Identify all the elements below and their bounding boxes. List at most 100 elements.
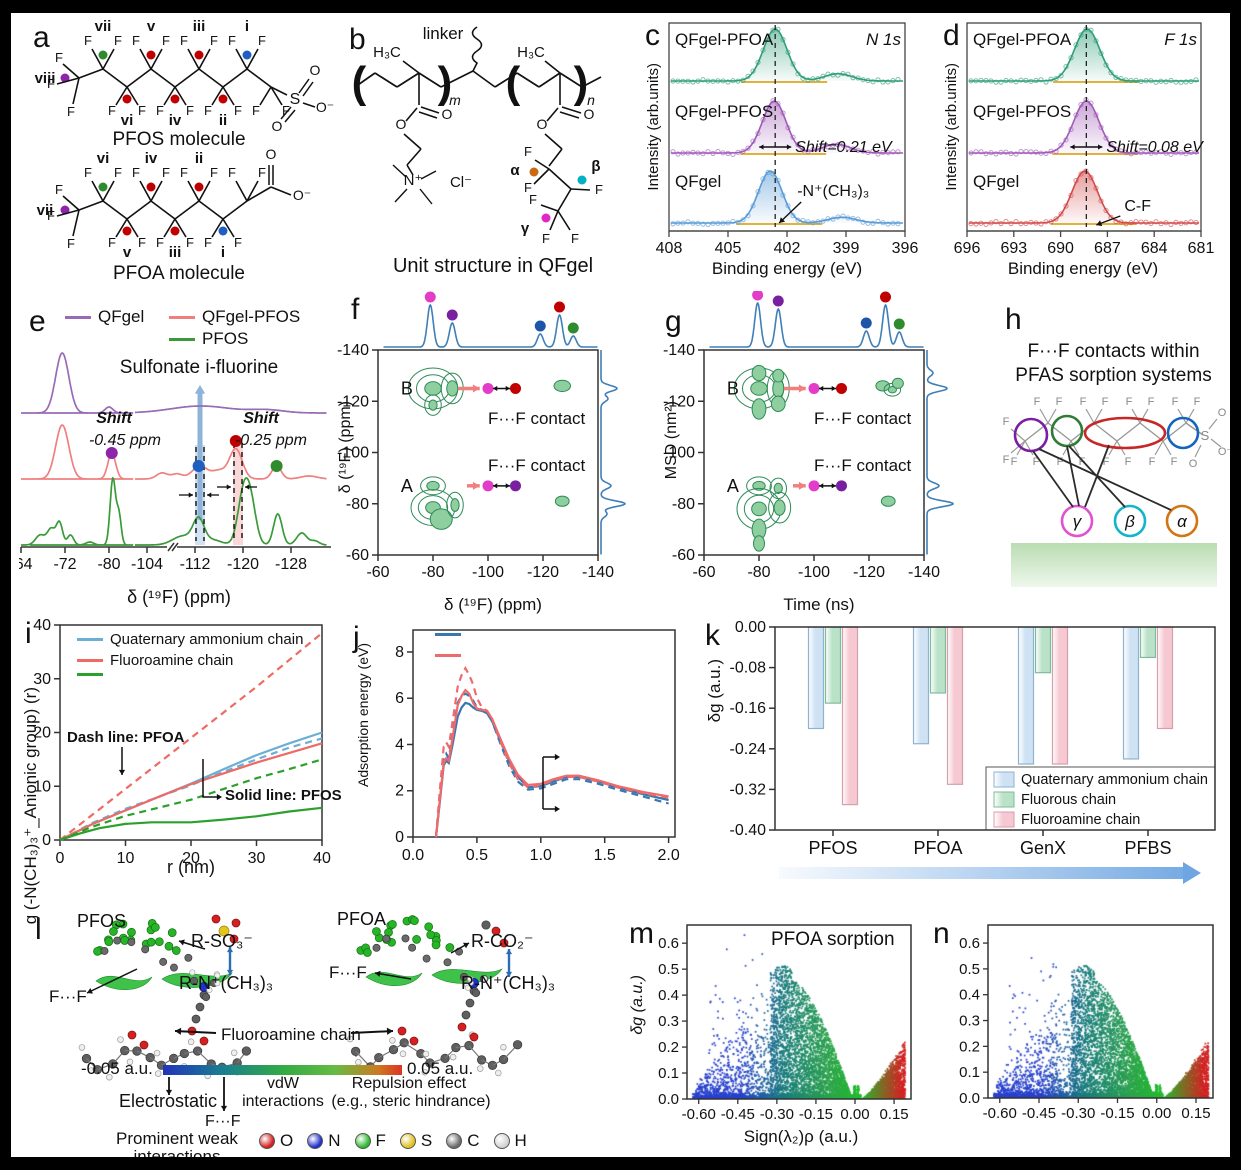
- svg-text:F: F: [47, 76, 55, 91]
- svg-text:-0.30: -0.30: [1061, 1105, 1095, 1122]
- svg-text:α: α: [510, 162, 520, 179]
- svg-text:β: β: [1124, 512, 1135, 531]
- svg-text:-80: -80: [747, 564, 770, 581]
- svg-text:F···F contact: F···F contact: [488, 456, 586, 475]
- svg-text:-0.15: -0.15: [1100, 1105, 1134, 1122]
- svg-text:0.15: 0.15: [879, 1106, 908, 1123]
- svg-text:-0.08: -0.08: [730, 660, 767, 677]
- svg-text:F: F: [282, 103, 290, 118]
- sulfonate-annotation: Sulfonate i-fluorine: [119, 357, 279, 378]
- svg-text:F: F: [234, 235, 242, 250]
- svg-text:F: F: [108, 103, 116, 118]
- svg-text:O: O: [396, 116, 407, 132]
- svg-text:-112: -112: [180, 556, 211, 573]
- l-colorbar-min: -0.05 a.u.: [81, 1059, 153, 1078]
- svg-text:F: F: [529, 192, 537, 207]
- svg-text:(: (: [352, 58, 367, 107]
- svg-text:A: A: [401, 476, 413, 496]
- panel-d: d Intensity (arb.units) QFgel-PFOA QFgel-…: [943, 13, 1230, 295]
- svg-text:F···F contact: F···F contact: [488, 409, 586, 428]
- e-xlabel: δ (¹⁹F) (ppm): [127, 587, 231, 607]
- svg-text:696: 696: [954, 240, 981, 257]
- svg-text:F: F: [132, 33, 140, 48]
- atom-legend-item: O: [259, 1131, 293, 1151]
- svg-text:0.4: 0.4: [959, 987, 980, 1004]
- pfos-caption: PFOS molecule: [112, 129, 246, 150]
- svg-text:-0.45 ppm: -0.45 ppm: [89, 432, 161, 449]
- h-title-line1: F···F contacts within: [1027, 341, 1200, 362]
- svg-text:-80: -80: [672, 496, 695, 513]
- svg-text:-140: -140: [582, 564, 614, 581]
- l-repulsion-line1: Repulsion effect: [351, 1075, 467, 1092]
- svg-text:F: F: [542, 231, 550, 246]
- svg-text:β: β: [591, 158, 600, 175]
- svg-text:F: F: [204, 235, 212, 250]
- svg-text:0.0: 0.0: [959, 1090, 980, 1107]
- svg-text:F 1s: F 1s: [1164, 30, 1197, 49]
- svg-text:F: F: [228, 165, 236, 180]
- svg-text:-0.15: -0.15: [799, 1106, 833, 1123]
- svg-text:-0.60: -0.60: [682, 1106, 716, 1123]
- e-legend-qfgel: QFgel: [65, 307, 144, 327]
- svg-text:F: F: [258, 165, 266, 180]
- panel-label-g: g: [665, 305, 682, 338]
- svg-text:-120: -120: [527, 564, 559, 581]
- qfgel-caption: Unit structure in QFgel: [392, 255, 594, 277]
- svg-text:0.6: 0.6: [959, 935, 980, 952]
- panel-label-f: f: [351, 293, 360, 326]
- svg-text:F: F: [180, 33, 188, 48]
- svg-text:-120: -120: [337, 393, 369, 410]
- svg-text:F: F: [1126, 396, 1133, 408]
- 2d-nmr-plot-g: -60 -80 -100 -120 -140 -140 -120 -100 -80 -60 B A F·…: [663, 291, 954, 581]
- svg-text:30: 30: [248, 850, 266, 867]
- svg-text:-0.60: -0.60: [983, 1105, 1017, 1122]
- panel-label-h: h: [1005, 303, 1022, 336]
- svg-text:0.1: 0.1: [959, 1064, 980, 1081]
- svg-text:Shift: Shift: [243, 410, 279, 427]
- svg-text:Fluorous chain: Fluorous chain: [1021, 792, 1116, 808]
- svg-text:Shift=0.08 eV: Shift=0.08 eV: [1106, 139, 1204, 156]
- svg-text:QFgel-PFOS: QFgel-PFOS: [675, 102, 773, 121]
- e-legend-pfos: PFOS: [169, 329, 248, 349]
- svg-text:Shift: Shift: [96, 410, 132, 427]
- rdf-plot: 0.0 0.5 1.0 1.5 2.0 0 2 4 6 8: [395, 629, 680, 864]
- panel-n: n -0.60 -0.45 -0.30 -0.15 0.00 0.15 0.0 0.1 0.2 0…: [933, 905, 1230, 1157]
- svg-text:0.5: 0.5: [959, 961, 980, 978]
- svg-text:F: F: [204, 103, 212, 118]
- l-rn-label-pfoa: R-N⁺(CH₃)₃: [461, 973, 556, 993]
- l-rn-label-pfos: R-N⁺(CH₃)₃: [179, 973, 274, 993]
- l-rco2-label: R-CO₂⁻: [471, 931, 534, 951]
- svg-text:O⁻: O⁻: [293, 187, 311, 203]
- svg-text:0.4: 0.4: [658, 987, 679, 1004]
- interaction-isosurface-graphic: [78, 914, 523, 1111]
- svg-text:-64: -64: [19, 556, 33, 573]
- atom-legend-item: N: [307, 1131, 341, 1151]
- svg-text:0.5: 0.5: [658, 961, 679, 978]
- l-pfoa-label: PFOA: [337, 909, 387, 929]
- svg-text:iv: iv: [169, 112, 182, 129]
- svg-text:F: F: [55, 182, 63, 197]
- f-xlabel: δ (¹⁹F) (ppm): [444, 595, 542, 614]
- svg-text:-0.25 ppm: -0.25 ppm: [235, 432, 307, 449]
- panel-c: c Intensity (arb.units) QFgel-PFOA QFgel-…: [643, 13, 943, 295]
- svg-text:ii: ii: [219, 112, 227, 129]
- svg-text:O: O: [1218, 407, 1227, 419]
- svg-text:-0.45: -0.45: [1022, 1105, 1056, 1122]
- svg-text:-100: -100: [472, 564, 504, 581]
- svg-text:A: A: [727, 476, 739, 496]
- svg-text:-100: -100: [798, 564, 830, 581]
- svg-text:F: F: [1103, 456, 1110, 468]
- svg-text:O⁻: O⁻: [1218, 446, 1230, 458]
- panel-h: h F···F contacts within PFAS sorption sy…: [997, 295, 1230, 617]
- svg-text:681: 681: [1188, 240, 1215, 257]
- svg-text:m: m: [449, 92, 461, 108]
- svg-text:i: i: [221, 244, 225, 261]
- svg-text:0.2: 0.2: [959, 1038, 980, 1055]
- svg-text:PFOS: PFOS: [808, 838, 857, 858]
- svg-text:-0.30: -0.30: [760, 1106, 794, 1123]
- msd-plot: 0 10 20 30 40 0 10 20 30 40: [33, 617, 331, 867]
- svg-text:0: 0: [395, 829, 404, 846]
